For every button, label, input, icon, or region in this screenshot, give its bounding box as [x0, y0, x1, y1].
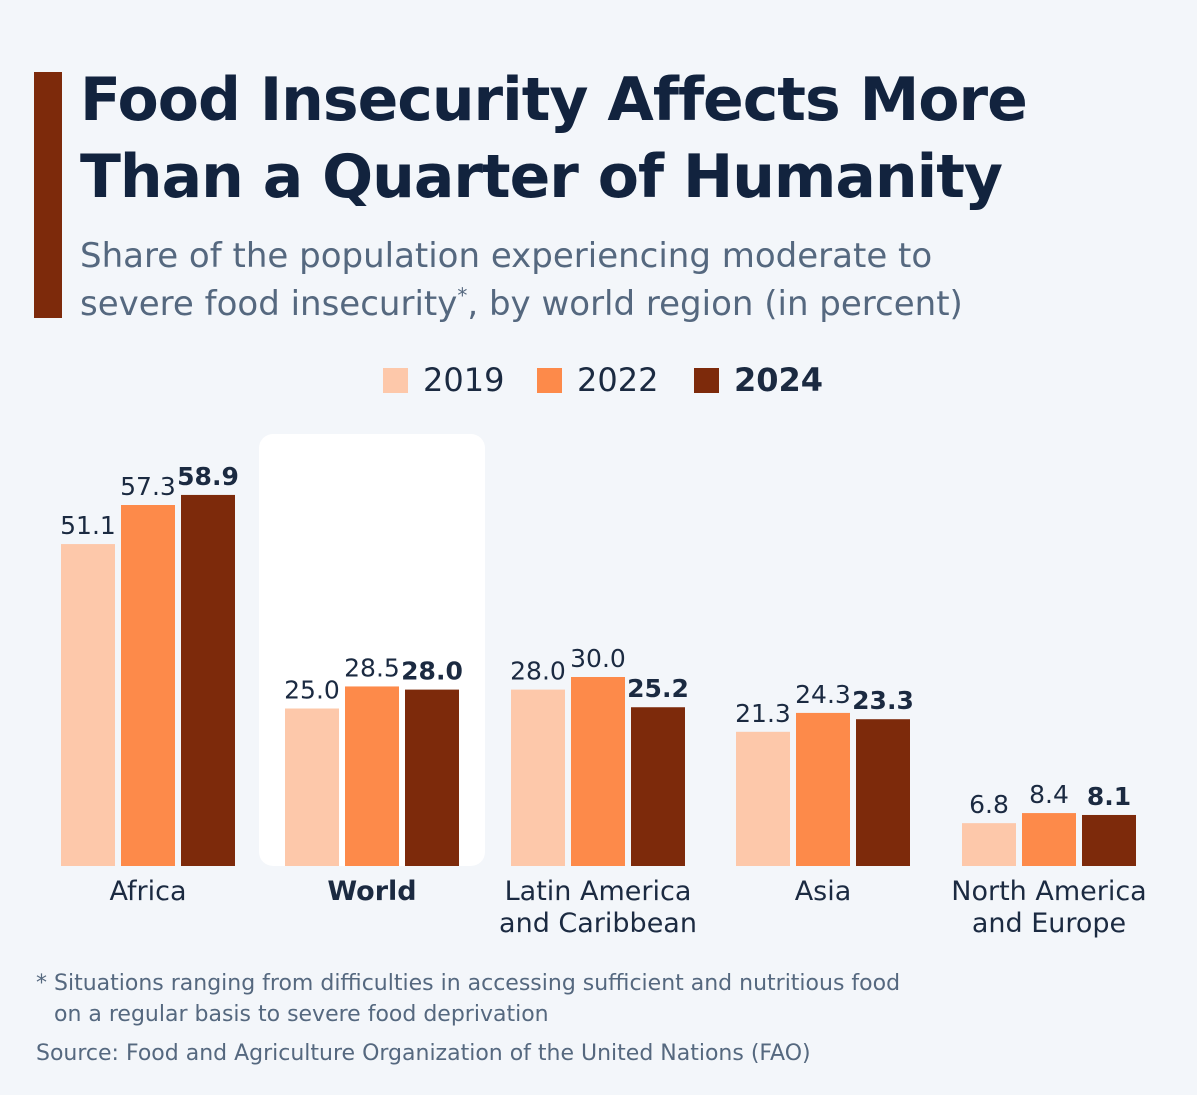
- footnote-line-2: on a regular basis to severe food depriv…: [54, 1002, 549, 1027]
- bar-asia-2019: [736, 731, 790, 866]
- bar-latin-america-and-caribbean-2022: [571, 677, 625, 866]
- footnote-line-1: * Situations ranging from difficulties i…: [36, 971, 901, 996]
- bar-latin-america-and-caribbean-2024: [631, 707, 685, 866]
- category-label-world: World: [327, 876, 416, 907]
- legend-label-2019: 2019: [423, 361, 505, 399]
- title-accent-bar: [34, 72, 62, 318]
- bar-world-2019: [285, 708, 339, 866]
- chart-title-line-2: Than a Quarter of Humanity: [80, 142, 1003, 212]
- legend-swatch-2024: [694, 368, 719, 393]
- subtitle-text-a: severe food insecurity: [80, 284, 458, 324]
- value-label-latin-america-and-caribbean-2019: 28.0: [510, 657, 566, 686]
- value-label-asia-2019: 21.3: [735, 699, 791, 728]
- legend-swatch-2022: [537, 368, 562, 393]
- footnote: * Situations ranging from difficulties i…: [36, 968, 1156, 1030]
- value-label-world-2022: 28.5: [344, 653, 400, 682]
- subtitle-text-b: , by world region (in percent): [467, 284, 963, 324]
- chart-title: Food Insecurity Affects More Than a Quar…: [80, 62, 1180, 216]
- bar-asia-2022: [796, 712, 850, 866]
- bar-latin-america-and-caribbean-2019: [511, 689, 565, 866]
- source-note: Source: Food and Agriculture Organizatio…: [36, 1041, 811, 1066]
- value-label-north-america-and-europe-2022: 8.4: [1029, 780, 1069, 809]
- legend: 2019 2022 2024: [0, 358, 1197, 402]
- bar-world-2022: [345, 686, 399, 866]
- legend-swatch-2019: [383, 368, 408, 393]
- bar-north-america-and-europe-2024: [1082, 814, 1136, 866]
- legend-label-2022: 2022: [577, 361, 659, 399]
- value-label-asia-2024: 23.3: [852, 686, 914, 715]
- legend-label-2024: 2024: [734, 361, 824, 399]
- value-label-world-2024: 28.0: [401, 657, 463, 686]
- bar-north-america-and-europe-2022: [1022, 813, 1076, 866]
- bar-africa-2019: [61, 544, 115, 866]
- category-label-latin-america-and-caribbean-line-1: Latin America: [505, 876, 692, 907]
- bar-world-2024: [405, 689, 459, 866]
- bar-africa-2022: [121, 505, 175, 866]
- value-label-latin-america-and-caribbean-2022: 30.0: [570, 644, 626, 673]
- chart-title-line-1: Food Insecurity Affects More: [80, 65, 1028, 135]
- value-label-africa-2019: 51.1: [60, 511, 116, 540]
- value-label-latin-america-and-caribbean-2024: 25.2: [627, 674, 689, 703]
- value-label-africa-2022: 57.3: [120, 472, 176, 501]
- chart-subtitle-line-2: severe food insecurity*, by world region…: [80, 280, 1180, 328]
- value-label-world-2019: 25.0: [284, 676, 340, 705]
- category-label-north-america-and-europe-line-2: and Europe: [972, 908, 1126, 939]
- value-label-north-america-and-europe-2024: 8.1: [1087, 782, 1131, 811]
- category-label-africa: Africa: [109, 876, 186, 907]
- chart-subtitle-line-1: Share of the population experiencing mod…: [80, 236, 933, 276]
- footnote-marker: *: [457, 283, 468, 308]
- value-label-north-america-and-europe-2019: 6.8: [969, 790, 1009, 819]
- category-label-asia: Asia: [795, 876, 852, 907]
- bar-asia-2024: [856, 719, 910, 866]
- bar-north-america-and-europe-2019: [962, 823, 1016, 866]
- value-label-asia-2022: 24.3: [795, 680, 851, 709]
- value-label-africa-2024: 58.9: [177, 462, 239, 491]
- category-label-latin-america-and-caribbean-line-2: and Caribbean: [499, 908, 697, 939]
- bar-africa-2024: [181, 494, 235, 866]
- category-label-north-america-and-europe-line-1: North America: [951, 876, 1146, 907]
- chart-subtitle: Share of the population experiencing mod…: [80, 232, 1180, 328]
